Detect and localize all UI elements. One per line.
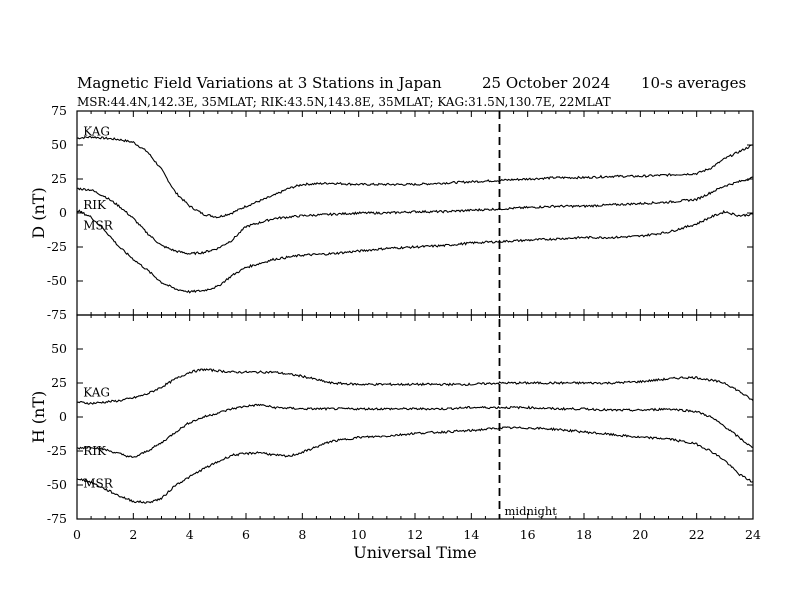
- panel-frame: [76, 314, 754, 520]
- station-label-kag: KAG: [83, 386, 110, 400]
- station-label-msr: MSR: [83, 477, 114, 491]
- y-tick-label: 75: [51, 103, 67, 118]
- x-tick-label: 6: [242, 527, 250, 542]
- y-tick-label: 25: [51, 171, 67, 186]
- chart-title: Magnetic Field Variations at 3 Stations …: [77, 74, 442, 92]
- x-tick-label: 16: [520, 527, 536, 542]
- x-tick-label: 18: [576, 527, 592, 542]
- x-axis-label: Universal Time: [353, 543, 476, 562]
- midnight-label: midnight: [505, 504, 558, 518]
- averaging-label: 10-s averages: [641, 74, 746, 92]
- station-label-rik: RIK: [83, 198, 107, 212]
- x-tick-label: 20: [632, 527, 648, 542]
- y-tick-label: -75: [47, 307, 67, 322]
- y-tick-label: -75: [47, 511, 67, 526]
- y-axis-label: H (nT): [29, 391, 48, 444]
- panel-frame: [76, 110, 754, 316]
- x-tick-label: 12: [407, 527, 423, 542]
- x-tick-label: 14: [463, 527, 479, 542]
- y-tick-label: 25: [51, 375, 67, 390]
- y-tick-label: -50: [47, 273, 67, 288]
- y-tick-label: 50: [51, 137, 67, 152]
- stations-info: MSR:44.4N,142.3E, 35MLAT; RIK:43.5N,143.…: [77, 95, 611, 109]
- series-msr-line: [76, 209, 753, 294]
- x-tick-label: 2: [129, 527, 137, 542]
- chart-date: 25 October 2024: [482, 74, 610, 92]
- y-tick-label: -25: [47, 239, 67, 254]
- y-axis-label: D (nT): [29, 187, 48, 238]
- series-rik-line: [76, 176, 754, 256]
- x-tick-label: 0: [73, 527, 81, 542]
- y-tick-label: -50: [47, 477, 67, 492]
- panel-d-component: 75 50 25 0 -25 -50 -75 D (nT) KAG RIK MSR: [29, 103, 754, 322]
- series-msr-line: [76, 426, 754, 504]
- series-kag-line: [76, 135, 754, 219]
- x-tick-label: 24: [745, 527, 761, 542]
- series-kag-line: [76, 368, 754, 405]
- x-tick-label: 4: [186, 527, 194, 542]
- x-tick-label: 22: [689, 527, 705, 542]
- y-tick-label: 0: [59, 409, 67, 424]
- station-label-kag: KAG: [83, 124, 110, 138]
- station-label-msr: MSR: [83, 218, 114, 232]
- x-tick-label: 10: [351, 527, 367, 542]
- y-tick-label: 50: [51, 341, 67, 356]
- y-tick-label: -25: [47, 443, 67, 458]
- station-label-rik: RIK: [83, 444, 107, 458]
- series-rik-line: [76, 403, 754, 459]
- y-tick-label: 0: [59, 205, 67, 220]
- x-tick-label: 8: [298, 527, 306, 542]
